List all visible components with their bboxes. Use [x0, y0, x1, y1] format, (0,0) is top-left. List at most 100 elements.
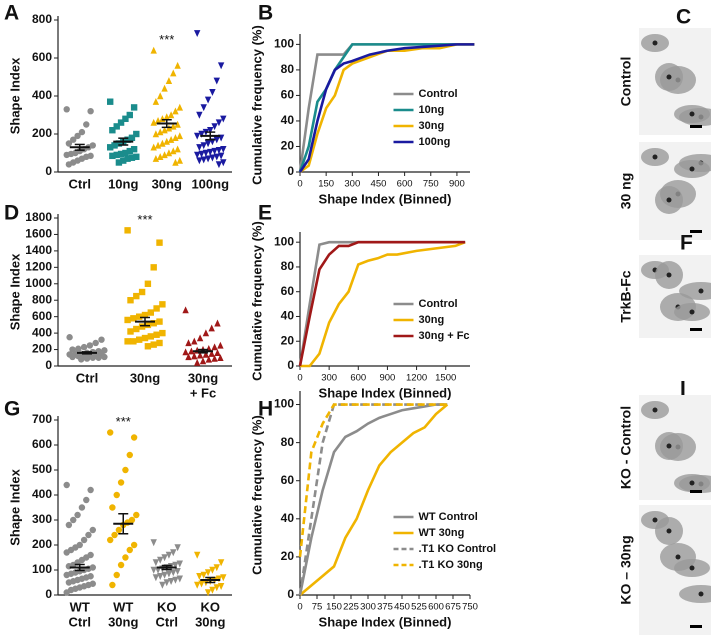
x-tick-label: 0	[297, 179, 302, 190]
data-point	[133, 292, 140, 300]
series-line	[298, 403, 448, 596]
x-tick-label: KO	[157, 599, 177, 614]
data-point	[74, 511, 81, 519]
y-tick-label: 60	[281, 88, 295, 102]
data-point	[217, 354, 224, 361]
y-tick-label: 20	[281, 549, 295, 563]
data-point	[89, 526, 97, 534]
error-bar	[118, 513, 129, 535]
y-tick-label: 80	[281, 62, 295, 76]
data-point	[159, 139, 166, 147]
x-tick-label: 675	[445, 602, 461, 613]
y-tick-label: 20	[281, 333, 295, 347]
y-tick-label: 400	[32, 325, 52, 339]
data-point	[185, 339, 192, 347]
x-tick-label: Ctrl	[156, 614, 178, 629]
nucleus	[652, 154, 658, 160]
data-point	[196, 144, 203, 151]
scale-bar	[690, 625, 702, 628]
y-tick-label: 0	[287, 358, 294, 372]
data-point	[194, 132, 201, 140]
data-point	[152, 559, 160, 567]
data-point	[176, 132, 183, 140]
scale-bar	[690, 230, 702, 233]
x-axis-label: Shape Index (Binned)	[319, 614, 452, 629]
x-tick-label: 0	[297, 373, 302, 384]
x-tick-label: 600	[428, 602, 444, 613]
data-point	[208, 324, 215, 332]
x-tick-label: WT	[113, 599, 133, 614]
data-point	[122, 554, 129, 561]
x-tick-label: Ctrl	[69, 614, 91, 629]
image-label: Control	[618, 57, 634, 107]
x-tick-label: 450	[394, 602, 410, 613]
data-point	[117, 561, 125, 569]
y-tick-label: 20	[281, 139, 295, 153]
data-point	[172, 107, 179, 115]
data-point	[150, 539, 157, 547]
y-axis-label: Shape Index	[7, 57, 22, 134]
series-line	[298, 43, 475, 173]
legend-label: WT Control	[419, 511, 478, 523]
nucleus	[652, 40, 658, 46]
y-tick-label: 0	[287, 164, 294, 178]
data-point	[78, 356, 85, 363]
data-point	[113, 151, 120, 159]
y-tick-label: 400	[32, 487, 52, 501]
data-point	[130, 434, 138, 441]
data-point	[174, 61, 181, 69]
image-label: TrkB-Fc	[618, 270, 634, 322]
x-tick-label: 150	[318, 179, 334, 190]
y-axis-label: Cumulative frequency (%)	[249, 221, 264, 381]
data-point	[89, 354, 97, 361]
y-tick-label: 40	[281, 113, 295, 127]
x-tick-label: Ctrl	[69, 176, 91, 191]
data-point	[214, 349, 221, 357]
x-tick-label: 30ng	[152, 176, 182, 191]
y-tick-label: 1000	[25, 276, 52, 290]
data-point	[215, 119, 223, 127]
x-tick-label: 30ng	[130, 370, 160, 385]
data-point	[83, 496, 90, 504]
data-point	[122, 466, 129, 474]
scale-bar	[690, 490, 702, 493]
x-tick-label: 30ng	[108, 614, 138, 629]
data-point	[159, 301, 166, 308]
data-point	[153, 305, 160, 312]
data-point	[130, 338, 137, 345]
significance: ***	[116, 414, 131, 429]
y-tick-label: 100	[274, 234, 294, 248]
data-point	[215, 161, 223, 169]
series-line	[298, 403, 448, 596]
data-point	[161, 126, 168, 134]
data-point	[115, 140, 123, 147]
data-point	[147, 309, 154, 316]
data-point	[202, 350, 210, 358]
x-tick-label: 600	[350, 373, 366, 384]
error-bar	[161, 564, 172, 571]
nucleus	[689, 565, 695, 571]
data-point	[174, 544, 181, 552]
x-tick-label: 300	[360, 602, 376, 613]
data-point	[209, 89, 216, 96]
data-point	[207, 127, 214, 134]
data-point	[194, 359, 201, 366]
scale-bar	[690, 125, 702, 128]
data-point	[205, 355, 212, 363]
data-point	[204, 589, 212, 597]
y-tick-label: 600	[32, 309, 52, 323]
x-axis-label: Shape Index (Binned)	[319, 385, 452, 400]
data-point	[83, 355, 91, 362]
data-point	[154, 141, 162, 149]
data-point	[196, 351, 204, 359]
series-line	[299, 403, 449, 596]
x-tick-label: 150	[326, 602, 342, 613]
data-point	[128, 134, 136, 141]
x-tick-label: 100ng	[191, 176, 229, 191]
data-point	[65, 161, 73, 168]
y-tick-label: 800	[32, 12, 52, 26]
y-tick-label: 1600	[25, 227, 52, 241]
error-bar	[205, 576, 216, 584]
data-point	[211, 354, 218, 362]
data-point	[63, 481, 70, 489]
